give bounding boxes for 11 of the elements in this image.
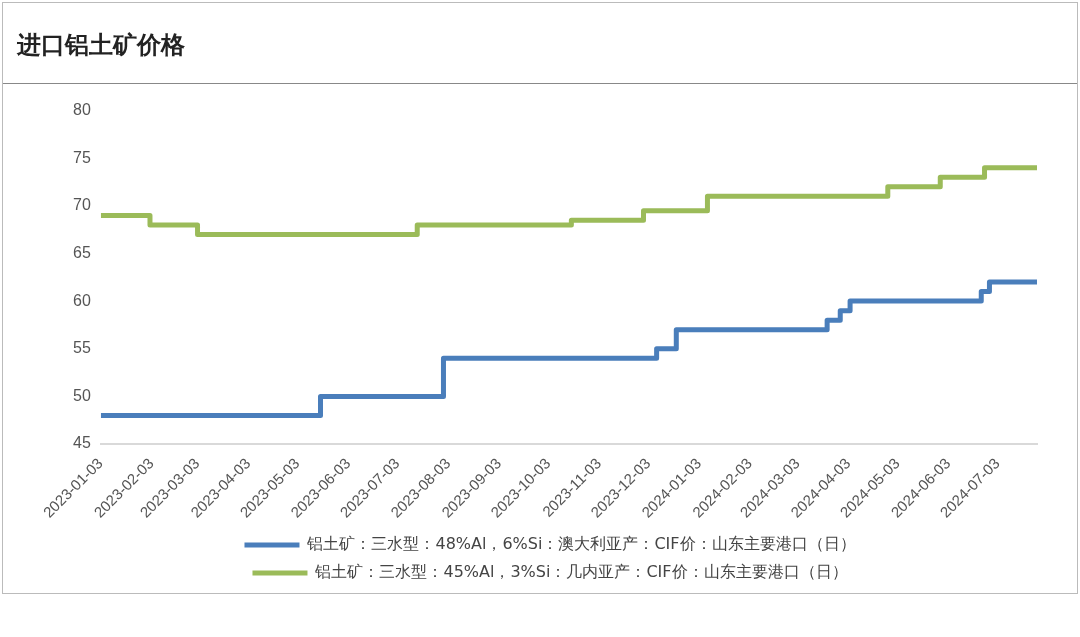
y-tick-label: 50	[73, 386, 91, 404]
legend-label: 铝土矿：三水型：45%Al，3%Si：几内亚产：CIF价：山东主要港口（日）	[314, 562, 848, 582]
y-tick-label: 65	[73, 243, 91, 261]
y-tick-label: 75	[73, 148, 91, 166]
y-tick-label: 60	[73, 291, 91, 309]
y-tick-label: 80	[73, 101, 91, 119]
chart-title: 进口铝土矿价格	[17, 30, 185, 61]
y-tick-label: 55	[73, 339, 91, 357]
y-tick-label: 70	[73, 196, 91, 214]
legend-label: 铝土矿：三水型：48%Al，6%Si：澳大利亚产：CIF价：山东主要港口（日）	[306, 534, 856, 554]
y-tick-label: 45	[73, 434, 91, 452]
